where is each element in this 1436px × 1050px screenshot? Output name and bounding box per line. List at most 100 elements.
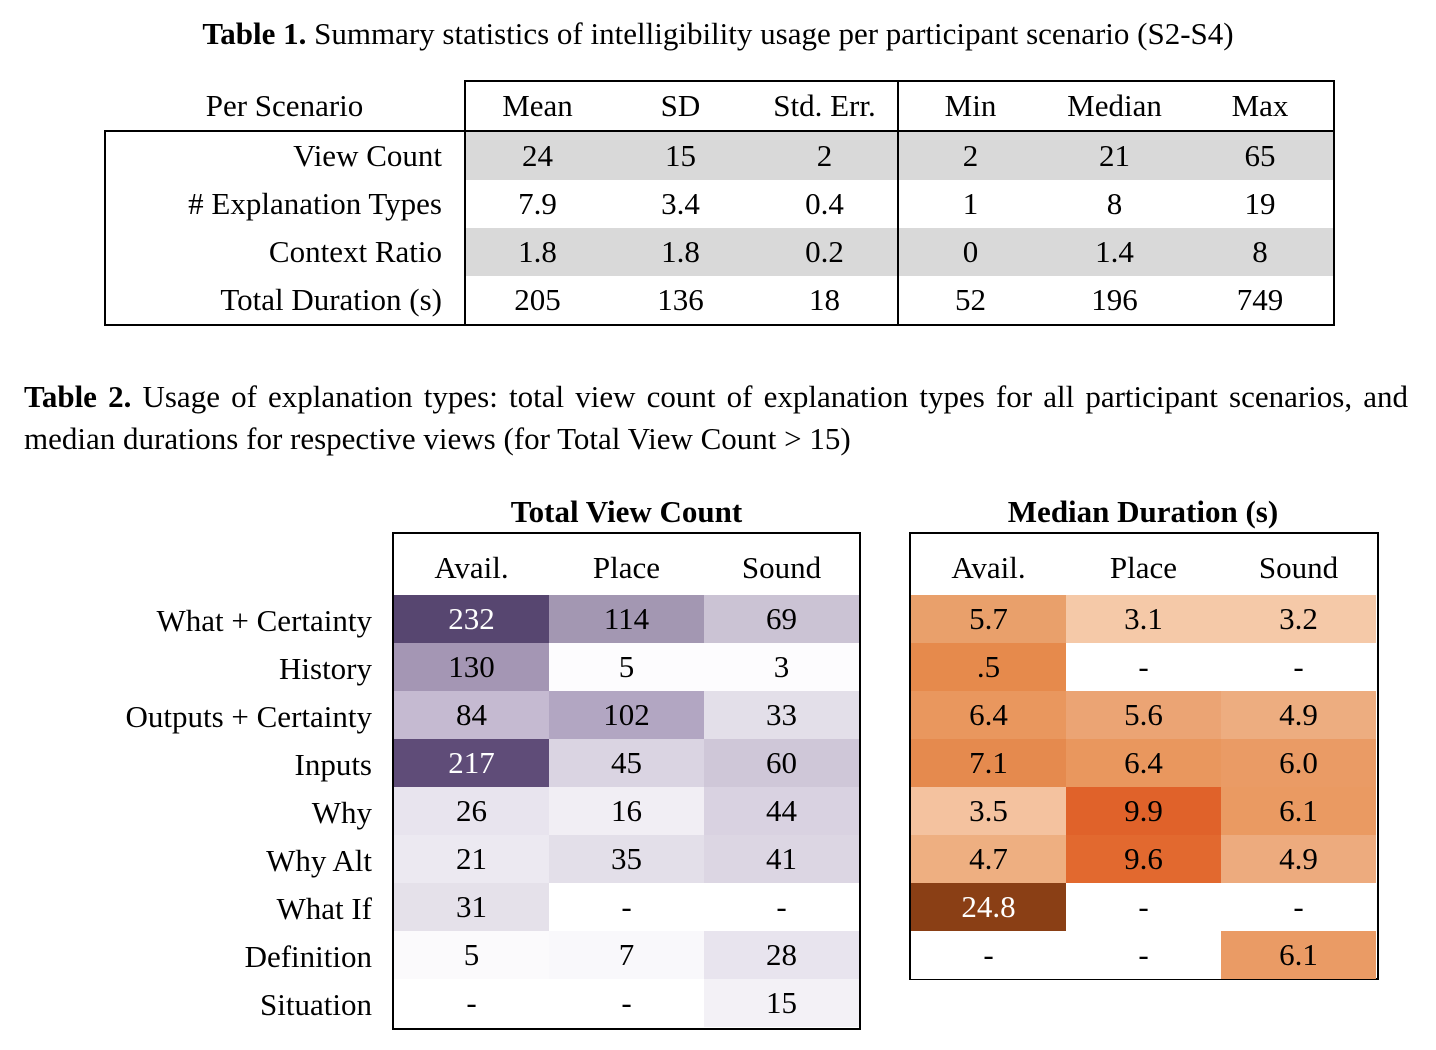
heatmap-cell: 5 [549,643,704,691]
table-row: 26 16 44 [394,787,859,835]
heatmap-cell: 6.0 [1221,739,1376,787]
heatmap-cell: 4.9 [1221,835,1376,883]
heatmap-cell: - [1066,643,1221,691]
table-row: 6.4 5.6 4.9 [911,691,1377,739]
heatmap-cell: 35 [549,835,704,883]
header-per-scenario: Per Scenario [205,87,364,123]
heatmap-cell: 4.7 [911,835,1066,883]
cell: 205 [464,276,609,326]
header-sd: SD [609,80,752,131]
heatmap-cell: - [394,979,549,1027]
table-row: - -6.1 [911,931,1377,979]
heatmap-cell: 24.8 [911,883,1066,931]
heatmap-cell: 7 [549,931,704,979]
heatmap-cell: - [549,883,704,931]
cell: 2 [752,130,898,180]
table-row: 4.7 9.6 4.9 [911,835,1377,883]
table2-caption: Table 2. Usage of explanation types: tot… [24,376,1408,460]
median-duration-heatmap: Avail. Place Sound 5.7 3.1 3.2.5- -6.4 5.6 4.9 7.… [909,532,1379,980]
heatmap-cell: 6.1 [1221,787,1376,835]
row-label: Total Duration (s) [104,276,465,326]
row-label: Why [311,795,372,830]
table1-caption-label: Table 1. [202,16,307,51]
table-row: 5 7 28 [394,931,859,979]
cell: 8 [1187,228,1335,276]
heatmap-cell: 69 [704,595,859,643]
cell: 52 [897,276,1042,326]
cell: 1.4 [1042,228,1187,276]
explanation-type-labels: What + Certainty History Outputs + Certain… [40,597,372,1029]
header-median: Median [1042,80,1187,131]
table1-caption-text: Summary statistics of intelligibility us… [306,16,1234,51]
table-row: - -15 [394,979,859,1027]
table-row: # Explanation Types 7.9 3.4 0.4 1 8 19 [104,180,1335,228]
row-label: # Explanation Types [104,180,465,228]
table-row: 232 114 69 [394,595,859,643]
column-header-row: Avail. Place Sound [911,534,1377,595]
heatmap-cell: 5 [394,931,549,979]
heatmap-cell: 102 [549,691,704,739]
table-row: 130 5 3 [394,643,859,691]
heatmap-cell: - [1066,931,1221,979]
heatmap-cell: 217 [394,739,549,787]
header-std-err: Std. Err. [752,80,898,131]
cell: 1.8 [464,228,609,276]
heatmap-cell: 26 [394,787,549,835]
table2-caption-label: Table 2. [24,379,132,414]
column-header: Sound [1258,550,1339,585]
heatmap-cell: .5 [911,643,1066,691]
heatmap-cell: 3.2 [1221,595,1376,643]
heatmap-cell: 44 [704,787,859,835]
header-max: Max [1187,80,1335,131]
heatmap-cell: 3 [704,643,859,691]
heatmap-cell: 6.4 [911,691,1066,739]
cell: 21 [1042,130,1187,180]
heatmap-cell: 4.9 [1221,691,1376,739]
row-label: Definition [244,939,372,974]
cell: 24 [464,130,609,180]
table-row: .5- - [911,643,1377,691]
heatmap-cell: 15 [704,979,859,1027]
cell: 0.4 [805,186,844,221]
column-header-row: Avail. Place Sound [394,534,859,595]
table1-caption: Table 1. Summary statistics of intelligi… [0,14,1436,54]
table2-caption-text: Usage of explanation types: total view c… [24,379,1408,456]
heatmap-cell: 41 [704,835,859,883]
cell: 1 [897,180,1042,228]
heatmap-cell: 5.7 [911,595,1066,643]
row-label: What + Certainty [156,603,372,638]
row-label: Context Ratio [104,228,465,276]
heatmap-cell: 7.1 [911,739,1066,787]
cell: 0.2 [752,228,898,276]
row-label: Why Alt [266,843,372,878]
table-row: 84 102 33 [394,691,859,739]
heatmap-cell: 130 [394,643,549,691]
table-row: View Count 24 15 2 2 21 65 [104,130,1335,180]
column-header: Sound [741,550,822,585]
column-header: Place [1109,550,1178,585]
row-label: Inputs [294,747,373,782]
heatmap-cell: 84 [394,691,549,739]
heatmap-cell: 3.1 [1066,595,1221,643]
heatmap-cell: 31 [394,883,549,931]
cell: 0 [897,228,1042,276]
heatmap-cell: 232 [394,595,549,643]
table-row: 3.5 9.9 6.1 [911,787,1377,835]
heatmap-cell: 9.6 [1066,835,1221,883]
heatmap-cell: 9.9 [1066,787,1221,835]
row-label: Outputs + Certainty [125,699,372,734]
cell: 2 [897,130,1042,180]
row-label: History [279,651,372,686]
heatmap-cell: - [1221,883,1376,931]
heatmap-cell: 16 [549,787,704,835]
table-row: 31- - [394,883,859,931]
heatmap-cell: - [911,931,1066,979]
header-mean: Mean [464,80,609,131]
header-min: Min [897,80,1042,131]
cell: 65 [1187,130,1335,180]
column-header: Avail. [434,550,509,585]
heatmap-cell: - [1221,643,1376,691]
total-view-count-heatmap: Avail. Place Sound 232 114 69 130 5 3 84 102 33 217 4… [392,532,861,1030]
table-row: 21 35 41 [394,835,859,883]
total-view-count-title: Total View Count [510,494,743,529]
